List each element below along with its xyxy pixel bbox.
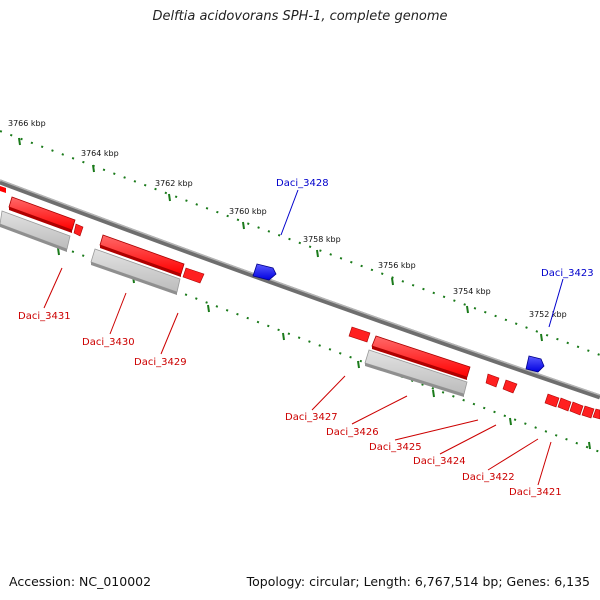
inner-tick-ring <box>0 223 600 453</box>
gene-label-daci-3424[interactable]: Daci_3424 <box>413 456 466 467</box>
scale-label-3764: 3764 kbp <box>81 149 119 158</box>
topology-text: Topology: circular; Length: 6,767,514 bp… <box>246 574 590 589</box>
gene-arrow <box>502 379 518 394</box>
gene-arrow <box>581 405 595 419</box>
gene-arrow <box>252 263 277 281</box>
scale-label-3760: 3760 kbp <box>229 207 267 216</box>
accession-text: Accession: NC_010002 <box>9 574 152 589</box>
gene-arrow <box>73 223 84 237</box>
gene-label-daci-3421[interactable]: Daci_3421 <box>509 487 562 498</box>
genome-backbone <box>0 179 600 400</box>
scale-label-3766: 3766 kbp <box>8 119 46 128</box>
gene-label-daci-3428[interactable]: Daci_3428 <box>276 178 329 189</box>
outer-major-ticks <box>18 137 543 342</box>
cds-shadow-track <box>0 210 468 397</box>
reverse-gene-track <box>252 263 545 373</box>
gene-arrow <box>182 267 205 284</box>
gene-arrow <box>0 186 6 193</box>
gene-label-daci-3426[interactable]: Daci_3426 <box>326 427 379 438</box>
forward-gene-track <box>0 186 600 420</box>
gene-label-daci-3430[interactable]: Daci_3430 <box>82 337 135 348</box>
scale-label-3758: 3758 kbp <box>303 235 341 244</box>
gene-arrow <box>592 408 600 420</box>
gene-arrow <box>525 355 545 373</box>
outer-tick-ring <box>0 130 600 356</box>
map-title: Delftia acidovorans SPH-1, complete geno… <box>152 9 448 24</box>
gene-label-daci-3431[interactable]: Daci_3431 <box>18 311 71 322</box>
gene-label-daci-3427[interactable]: Daci_3427 <box>285 412 338 423</box>
scale-label-3756: 3756 kbp <box>378 261 416 270</box>
gene-arrow <box>569 401 584 416</box>
scale-label-3762: 3762 kbp <box>155 179 193 188</box>
gene-arrow <box>485 373 500 388</box>
scale-label-3752: 3752 kbp <box>529 310 567 319</box>
gene-arrow <box>348 326 371 343</box>
gene-arrow <box>557 397 572 412</box>
gene-label-daci-3423[interactable]: Daci_3423 <box>541 268 594 279</box>
scale-label-3754: 3754 kbp <box>453 287 491 296</box>
label-leader-lines <box>43 189 564 486</box>
gene-label-daci-3425[interactable]: Daci_3425 <box>369 442 422 453</box>
gene-label-daci-3422[interactable]: Daci_3422 <box>462 472 515 483</box>
gene-arrow <box>544 393 560 408</box>
gene-label-daci-3429[interactable]: Daci_3429 <box>134 357 187 368</box>
